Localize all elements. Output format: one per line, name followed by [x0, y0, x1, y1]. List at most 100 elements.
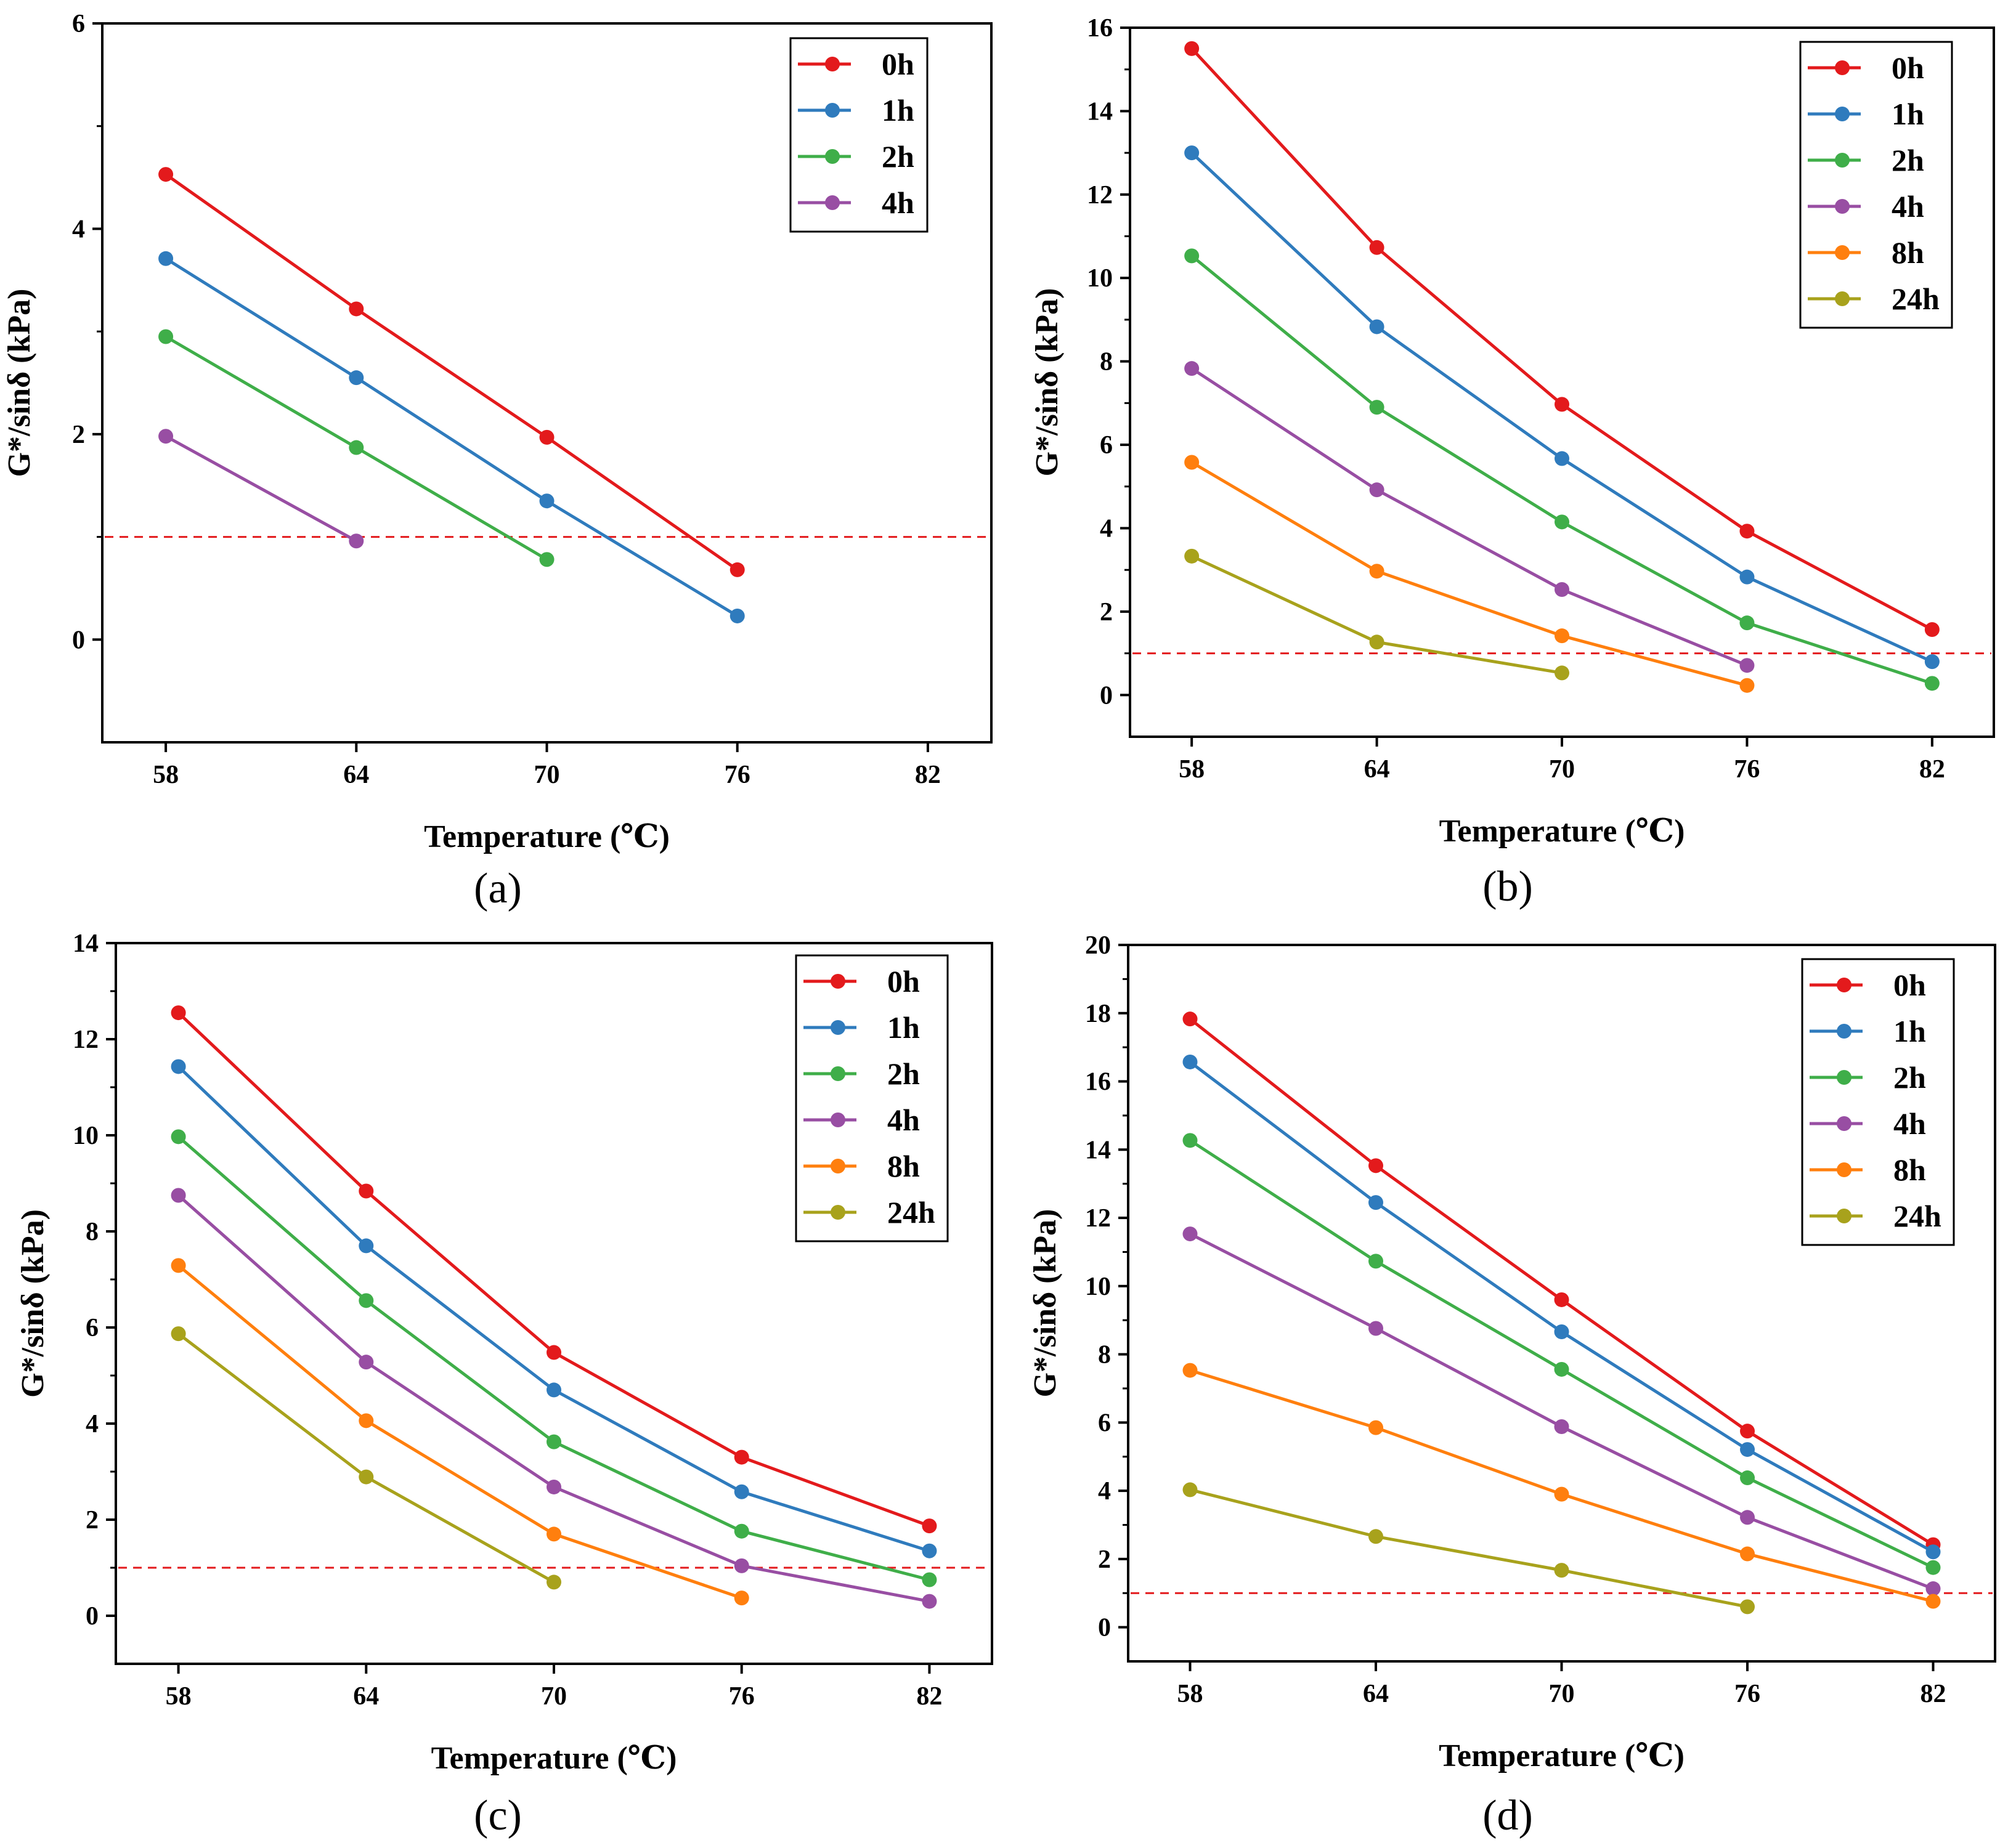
legend-label: 0h — [882, 47, 914, 81]
data-point-0h — [1740, 1424, 1755, 1439]
legend-label: 4h — [1892, 189, 1924, 224]
y-tick-label: 6 — [86, 1314, 99, 1342]
y-tick-label: 20 — [1085, 931, 1111, 960]
data-point-2h — [171, 1129, 186, 1145]
legend-marker — [1835, 153, 1850, 168]
legend-marker — [1837, 1162, 1852, 1177]
x-tick-label: 82 — [1919, 755, 1945, 784]
y-tick-label: 12 — [1087, 181, 1113, 209]
x-tick-label: 58 — [153, 761, 179, 789]
legend-marker — [831, 974, 845, 989]
data-point-2h — [1925, 1560, 1941, 1575]
x-tick-label: 58 — [166, 1682, 192, 1711]
legend-marker — [1835, 60, 1850, 75]
legend-label: 2h — [1892, 143, 1924, 177]
data-point-24h — [1368, 1529, 1383, 1544]
data-point-2h — [349, 440, 364, 455]
data-point-4h — [922, 1594, 937, 1609]
legend-label: 2h — [1893, 1060, 1926, 1095]
data-point-8h — [1182, 1363, 1198, 1378]
legend-marker — [1837, 1024, 1852, 1039]
legend-label: 1h — [1892, 97, 1924, 131]
y-axis-title: G*/sinδ (kPa) — [2, 289, 37, 477]
x-tick-label: 64 — [1363, 1680, 1389, 1708]
data-point-8h — [1554, 1486, 1569, 1502]
y-tick-label: 2 — [1098, 1546, 1111, 1574]
x-tick-label: 58 — [1179, 755, 1205, 784]
y-tick-label: 14 — [1085, 1136, 1111, 1164]
data-point-8h — [1184, 455, 1200, 470]
legend-marker — [1835, 199, 1850, 214]
legend-marker — [1835, 291, 1850, 306]
legend-box — [1799, 41, 1953, 329]
data-point-0h — [1368, 1158, 1383, 1173]
legend-box — [789, 37, 929, 233]
legend-marker — [1837, 1116, 1852, 1131]
data-point-4h — [1740, 1510, 1755, 1525]
legend-box — [795, 954, 949, 1242]
panel-label: (a) — [474, 865, 522, 912]
legend-marker — [831, 1112, 845, 1127]
data-point-0h — [1555, 397, 1569, 412]
legend-label: 24h — [887, 1195, 935, 1230]
x-tick-label: 64 — [353, 1682, 379, 1711]
data-point-4h — [1925, 1581, 1941, 1597]
data-point-4h — [734, 1558, 749, 1573]
data-point-0h — [158, 167, 174, 182]
y-tick-label: 2 — [86, 1506, 99, 1534]
data-point-0h — [730, 562, 745, 577]
panel-label: (d) — [1482, 1792, 1533, 1839]
y-tick-label: 0 — [1098, 1614, 1111, 1642]
data-point-2h — [158, 329, 174, 344]
data-point-4h — [1369, 482, 1384, 498]
series-line-4h — [165, 435, 357, 543]
data-point-2h — [1924, 676, 1940, 691]
data-point-4h — [1368, 1321, 1383, 1336]
data-point-24h — [1369, 634, 1384, 650]
data-point-4h — [1554, 1419, 1569, 1434]
chart-panel-2: 58 64 70 76 82 0 2 4 6 8 10 12 14 16 Temperature (℃) G*… — [1030, 14, 1995, 910]
legend-label: 1h — [1893, 1014, 1926, 1048]
legend-marker — [825, 57, 840, 71]
y-tick-label: 16 — [1085, 1068, 1111, 1096]
data-point-1h — [1924, 654, 1940, 670]
series-line-4h — [1190, 367, 1748, 667]
legend-label: 4h — [1893, 1106, 1926, 1141]
y-tick-label: 6 — [1098, 1409, 1111, 1437]
data-point-8h — [1555, 628, 1569, 644]
x-tick-label: 70 — [534, 761, 560, 789]
data-point-1h — [1369, 319, 1384, 334]
legend-marker — [825, 195, 840, 210]
data-point-24h — [1555, 665, 1569, 681]
x-tick-label: 76 — [725, 761, 750, 789]
data-point-1h — [1925, 1544, 1941, 1560]
y-tick-label: 4 — [86, 1410, 99, 1438]
data-point-8h — [1740, 1546, 1755, 1562]
x-tick-label: 76 — [1734, 755, 1760, 784]
data-point-8h — [734, 1591, 749, 1606]
data-point-4h — [1555, 582, 1569, 597]
y-tick-label: 14 — [73, 930, 99, 958]
legend-label: 2h — [887, 1056, 920, 1091]
x-tick-label: 76 — [729, 1682, 755, 1711]
panel-label: (c) — [474, 1792, 522, 1839]
legend-marker — [1837, 1070, 1852, 1085]
y-tick-label: 2 — [1100, 598, 1113, 626]
data-point-8h — [1369, 564, 1384, 579]
legend-marker — [831, 1205, 845, 1220]
y-tick-label: 4 — [1100, 514, 1113, 543]
data-point-1h — [1182, 1054, 1198, 1069]
data-point-8h — [547, 1526, 561, 1542]
x-tick-label: 64 — [1364, 755, 1390, 784]
data-point-4h — [171, 1188, 186, 1203]
y-tick-label: 8 — [1098, 1341, 1111, 1369]
legend-label: 1h — [887, 1010, 920, 1045]
data-point-2h — [1182, 1133, 1198, 1148]
data-point-0h — [1184, 41, 1200, 56]
data-point-1h — [349, 370, 364, 386]
data-point-0h — [1739, 524, 1755, 539]
x-tick-label: 82 — [916, 1682, 942, 1711]
legend-label: 0h — [887, 964, 920, 999]
data-point-4h — [1739, 658, 1755, 673]
data-point-1h — [1368, 1195, 1383, 1210]
